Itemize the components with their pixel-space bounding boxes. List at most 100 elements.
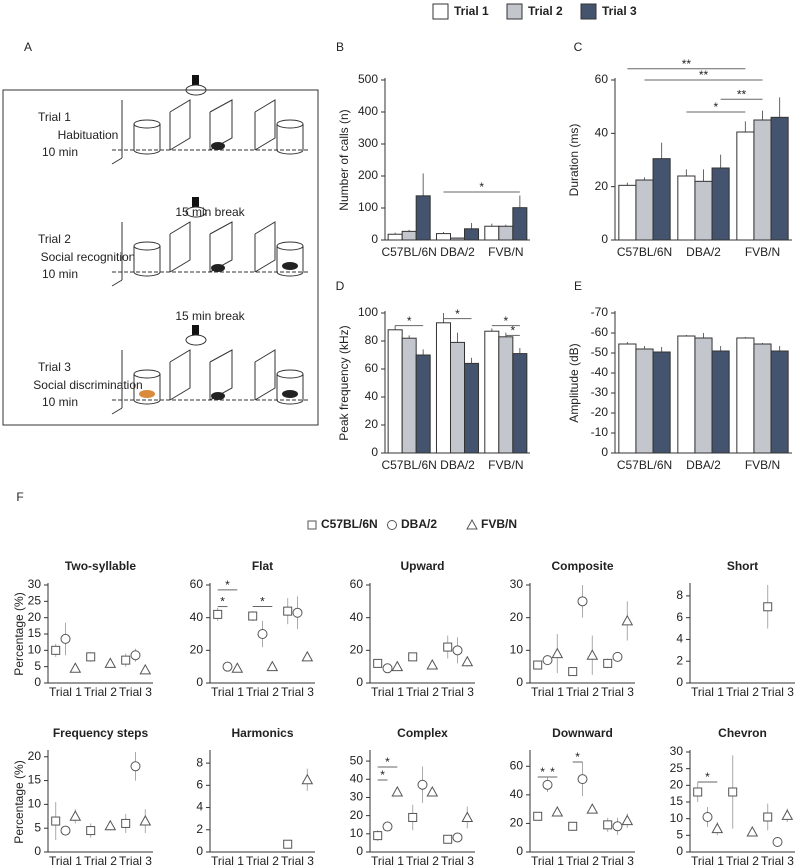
marker-triangle xyxy=(746,825,759,837)
bar xyxy=(753,119,772,241)
y-tick-label: 30 xyxy=(28,577,42,591)
x-tick-label: Trial 1 xyxy=(691,854,724,868)
marker-circle xyxy=(382,663,393,674)
x-tick-label: Trial 3 xyxy=(601,854,634,868)
x-tick-label: Trial 2 xyxy=(406,854,439,868)
y-axis-label: Number of calls (n) xyxy=(337,109,351,210)
significance-label: * xyxy=(511,324,516,338)
marker-square xyxy=(533,660,543,670)
mouse xyxy=(139,390,155,398)
y-tick-label: 20 xyxy=(595,179,609,193)
legend-label: Trial 3 xyxy=(602,4,637,18)
legend-label: DBA/2 xyxy=(401,517,437,531)
marker-square xyxy=(213,609,223,619)
bar xyxy=(711,350,730,454)
marker-square xyxy=(373,658,383,668)
x-tick-label: Trial 2 xyxy=(84,685,117,699)
marker-circle xyxy=(542,655,553,666)
bar xyxy=(635,348,654,454)
legend-swatch xyxy=(432,3,449,20)
x-tick-label: Trial 3 xyxy=(601,685,634,699)
y-tick-label: 40 xyxy=(510,787,524,801)
bar xyxy=(512,207,528,241)
y-tick-label: 4 xyxy=(676,632,683,646)
significance-label: * xyxy=(220,595,225,609)
y-tick-label: 30 xyxy=(670,744,684,758)
marker-square xyxy=(763,812,773,822)
duration-label: 10 min xyxy=(42,395,78,409)
marker-square xyxy=(307,520,317,530)
y-tick-label: -20 xyxy=(591,405,609,419)
cage-bottom xyxy=(133,149,161,155)
y-tick-label: 20 xyxy=(510,816,524,830)
x-tick-label: Trial 2 xyxy=(246,685,279,699)
significance-label: ** xyxy=(699,68,709,82)
bar xyxy=(677,335,696,454)
y-tick-label: 5 xyxy=(676,828,683,842)
y-tick-label: 10 xyxy=(350,826,364,840)
cage-bottom xyxy=(276,149,304,155)
arena-wall xyxy=(111,407,123,415)
marker-square xyxy=(373,831,383,841)
x-tick-label: Trial 1 xyxy=(211,854,244,868)
marker-circle xyxy=(452,832,463,843)
mouse xyxy=(211,392,225,400)
cage-bottom xyxy=(276,399,304,405)
camera xyxy=(192,75,199,85)
divider xyxy=(254,221,276,273)
marker-triangle xyxy=(69,810,82,821)
marker-square xyxy=(568,821,578,831)
arena-wall xyxy=(111,279,123,287)
cage-bottom xyxy=(276,271,304,277)
x-tick-label: Trial 1 xyxy=(531,854,564,868)
y-tick-label: 0 xyxy=(356,675,363,689)
y-tick-label: 80 xyxy=(365,333,379,347)
marker-triangle xyxy=(391,660,404,672)
x-tick-label: Trial 2 xyxy=(566,685,599,699)
marker-triangle xyxy=(551,805,564,817)
y-tick-label: 40 xyxy=(350,771,364,785)
chart-title: Harmonics xyxy=(231,726,293,740)
marker-square xyxy=(533,811,543,821)
marker-triangle xyxy=(139,663,152,675)
x-tick-label: C57BL/6N xyxy=(381,458,436,472)
bar xyxy=(618,184,637,241)
y-tick-label: 20 xyxy=(190,643,204,657)
y-tick-label: 5 xyxy=(34,659,41,673)
marker-circle xyxy=(222,661,233,672)
significance-label: * xyxy=(380,768,385,782)
marker-circle xyxy=(612,651,623,662)
y-axis-label: Percentage (%) xyxy=(12,592,26,675)
x-tick-label: DBA/2 xyxy=(686,245,721,259)
x-tick-label: Trial 1 xyxy=(371,854,404,868)
y-tick-label: 60 xyxy=(350,577,364,591)
bar xyxy=(401,230,417,241)
phase-label: Habituation xyxy=(58,128,119,142)
y-tick-label: 0 xyxy=(371,232,378,246)
bar xyxy=(711,167,730,241)
bar xyxy=(618,343,637,454)
marker-circle xyxy=(542,779,553,790)
y-tick-label: 0 xyxy=(516,675,523,689)
x-tick-label: DBA/2 xyxy=(440,458,475,472)
marker-square xyxy=(728,787,738,797)
y-tick-label: 300 xyxy=(358,136,378,150)
marker-square xyxy=(693,787,703,797)
trial-label: Trial 1 xyxy=(38,110,71,124)
phase-label: Social recognition xyxy=(41,250,136,264)
camera-view xyxy=(185,334,207,346)
y-axis-label: Peak frequency (kHz) xyxy=(337,325,351,440)
panel-label: F xyxy=(16,490,23,504)
y-tick-label: 20 xyxy=(350,643,364,657)
legend-label: FVB/N xyxy=(481,517,517,531)
significance-label: * xyxy=(479,180,484,194)
bar xyxy=(415,354,431,454)
marker-triangle xyxy=(231,662,244,673)
significance-label: * xyxy=(540,765,545,779)
marker-triangle xyxy=(466,518,478,530)
y-tick-label: 25 xyxy=(670,761,684,775)
marker-square xyxy=(568,667,578,677)
y-tick-label: 0 xyxy=(601,445,608,459)
marker-triangle xyxy=(104,657,117,668)
